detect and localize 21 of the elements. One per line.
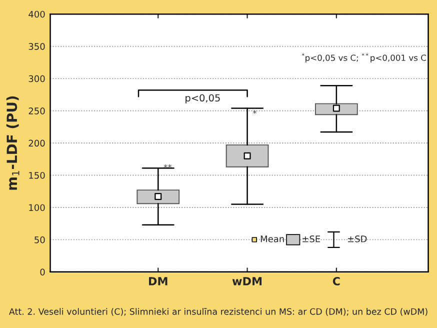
x-tick-label: DM [149, 277, 168, 286]
y-tick-label: 50 [34, 236, 45, 244]
text: Att. 2. Veseli voluntieri (C); Slimnieki ar insulīna rezistenci un MS: ar CD (DM); un bez CD (wDM) [9, 308, 428, 316]
y-tick-label: 300 [28, 75, 45, 82]
annotation: * [252, 110, 257, 114]
annotation: ** [164, 164, 172, 168]
annotation: Mean [260, 236, 284, 242]
y-tick-label: 400 [28, 10, 45, 18]
y-axis-title: m$_{1}$-LDF (PU) [6, 96, 20, 190]
y-tick-label: 150 [29, 172, 45, 179]
x-tick-label: C [332, 276, 340, 286]
x-tick-label: wDM [232, 277, 262, 286]
y-tick-label: 200 [28, 140, 45, 147]
annotation: ±SE [302, 235, 320, 242]
y-tick-label: 250 [28, 108, 45, 114]
y-tick-label: 100 [29, 204, 45, 212]
annotation: $^{*}$p<0,05 vs C; $^{**}$p<0,001 vs C [302, 53, 426, 63]
annotation: p<0,05 [186, 94, 220, 104]
annotation: ±SD [348, 235, 367, 242]
y-tick-label: 0 [40, 268, 45, 276]
y-tick-label: 350 [28, 43, 45, 50]
